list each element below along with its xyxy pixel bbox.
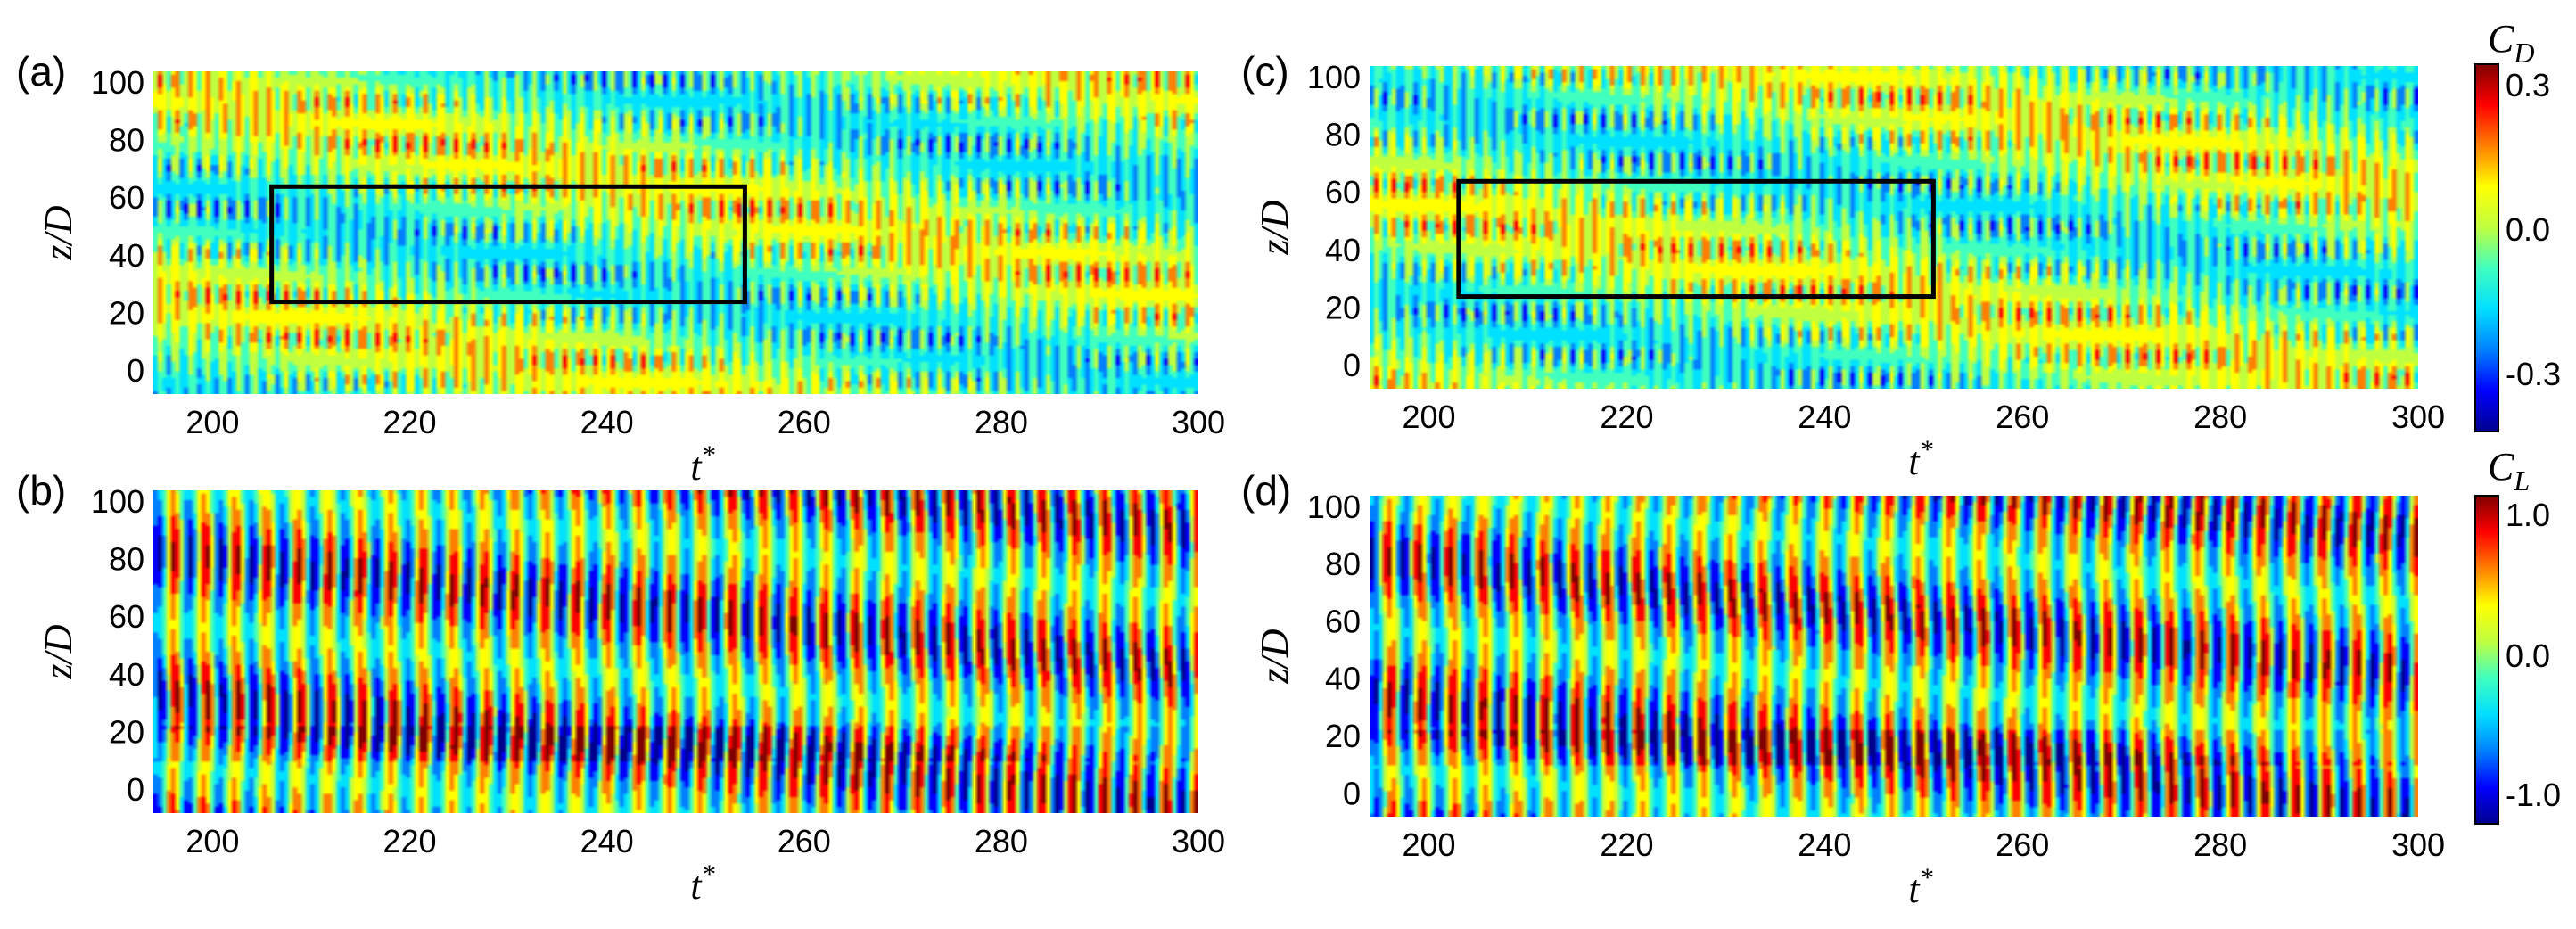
panel-label-d: (d): [1241, 467, 1291, 514]
x-tick-label-b-3: 260: [778, 823, 831, 859]
y-tick-label-c-3: 60: [1325, 174, 1361, 210]
colorbar-cd-tick-max: 0.3: [2506, 67, 2550, 103]
highlight-box-c: [1456, 178, 1936, 300]
y-axis-label-d: z/D: [1253, 629, 1296, 684]
y-tick-label-a-4: 80: [109, 122, 144, 159]
x-tick-label-c-2: 240: [1798, 399, 1851, 435]
x-axis-label-b: t*: [690, 859, 714, 908]
x-tick-label-d-0: 200: [1403, 826, 1456, 863]
x-tick-label-a-4: 280: [975, 404, 1028, 440]
y-axis-label-b: z/D: [37, 624, 80, 679]
x-tick-label-c-1: 220: [1600, 399, 1653, 435]
y-tick-label-b-2: 40: [109, 656, 144, 693]
panel-label-a: (a): [16, 48, 66, 95]
y-tick-label-d-3: 60: [1325, 603, 1361, 639]
y-tick-label-b-3: 60: [109, 598, 144, 635]
y-tick-label-b-1: 20: [109, 714, 144, 751]
y-tick-label-c-4: 80: [1325, 117, 1361, 153]
y-tick-label-d-2: 40: [1325, 661, 1361, 697]
x-tick-label-a-1: 220: [383, 404, 436, 440]
y-tick-label-b-4: 80: [109, 541, 144, 578]
x-tick-label-d-1: 220: [1600, 826, 1653, 863]
x-tick-label-a-5: 300: [1172, 404, 1225, 440]
colorbar-cd: CD 0.3 0.0 -0.3: [2474, 17, 2561, 432]
y-tick-label-c-0: 0: [1343, 347, 1361, 383]
y-tick-label-a-5: 100: [91, 64, 144, 101]
colorbar-cd-tick-min: -0.3: [2506, 356, 2561, 392]
y-tick-label-a-3: 60: [109, 179, 144, 216]
colorbar-cl-tick-min: -1.0: [2506, 777, 2561, 813]
colorbar-cd-title: CD: [2488, 17, 2534, 69]
x-axis-label-a: t*: [690, 440, 714, 489]
colorbar-cd-tick-mid: 0.0: [2506, 211, 2550, 248]
x-axis-label-d: t*: [1908, 863, 1932, 911]
y-tick-label-c-5: 100: [1307, 59, 1361, 95]
y-tick-label-a-2: 40: [109, 237, 144, 274]
y-tick-label-b-0: 0: [127, 771, 144, 808]
x-tick-label-b-2: 240: [580, 823, 634, 859]
y-tick-label-d-0: 0: [1343, 775, 1361, 811]
heatmap-field-b: [153, 490, 1198, 813]
y-tick-label-a-0: 0: [127, 352, 144, 389]
y-axis-label-a: z/D: [37, 205, 80, 260]
x-tick-label-d-5: 300: [2391, 826, 2445, 863]
y-tick-label-a-1: 20: [109, 295, 144, 332]
colorbar-cl-gradient: [2474, 495, 2499, 825]
x-tick-label-c-0: 200: [1403, 399, 1456, 435]
x-tick-label-b-1: 220: [383, 823, 436, 859]
colorbar-cl-tick-mid: 0.0: [2506, 637, 2550, 674]
x-tick-label-b-0: 200: [185, 823, 239, 859]
heatmap-field-d: [1370, 496, 2418, 817]
y-tick-label-c-2: 40: [1325, 232, 1361, 268]
heatmap-field-c: [1370, 66, 2418, 389]
x-axis-label-c: t*: [1908, 435, 1932, 483]
x-tick-label-b-5: 300: [1172, 823, 1225, 859]
x-tick-label-a-3: 260: [778, 404, 831, 440]
highlight-box-a: [269, 184, 747, 305]
colorbar-cl: CL 1.0 0.0 -1.0: [2474, 445, 2561, 825]
colorbar-cl-title: CL: [2488, 445, 2530, 497]
heatmap-field-a: [153, 71, 1198, 394]
y-tick-label-d-5: 100: [1307, 489, 1361, 525]
panel-label-b: (b): [16, 467, 66, 514]
y-tick-label-b-5: 100: [91, 483, 144, 520]
x-tick-label-d-4: 280: [2193, 826, 2247, 863]
colorbar-cl-tick-max: 1.0: [2506, 497, 2550, 533]
x-tick-label-d-3: 260: [1996, 826, 2049, 863]
x-tick-label-a-2: 240: [580, 404, 634, 440]
y-tick-label-d-1: 20: [1325, 718, 1361, 754]
y-tick-label-c-1: 20: [1325, 290, 1361, 326]
panel-label-c: (c): [1241, 48, 1289, 95]
colorbar-cd-gradient: [2474, 63, 2499, 432]
panel-a: 200 220 240 260 280 300 0 20 40 60 80 100 (a) t* z/D: [16, 48, 1225, 489]
panel-d: 200 220 240 260 280 300 0 20 40 60 80 100 (d) t* z/D: [1241, 467, 2445, 911]
x-tick-label-c-3: 260: [1996, 399, 2049, 435]
x-tick-label-d-2: 240: [1798, 826, 1851, 863]
panel-b: 200 220 240 260 280 300 0 20 40 60 80 100 (b) t* z/D: [16, 467, 1225, 908]
x-tick-label-a-0: 200: [185, 404, 239, 440]
y-tick-label-d-4: 80: [1325, 546, 1361, 582]
x-tick-label-c-4: 280: [2193, 399, 2247, 435]
x-tick-label-c-5: 300: [2391, 399, 2445, 435]
panels: 200 220 240 260 280 300020406080100(a)t*z/D20…: [16, 48, 2445, 911]
y-axis-label-c: z/D: [1253, 200, 1296, 255]
panel-c: 200 220 240 260 280 300 0 20 40 60 80 100 (c) t* z/D: [1241, 48, 2445, 483]
x-tick-label-b-4: 280: [975, 823, 1028, 859]
